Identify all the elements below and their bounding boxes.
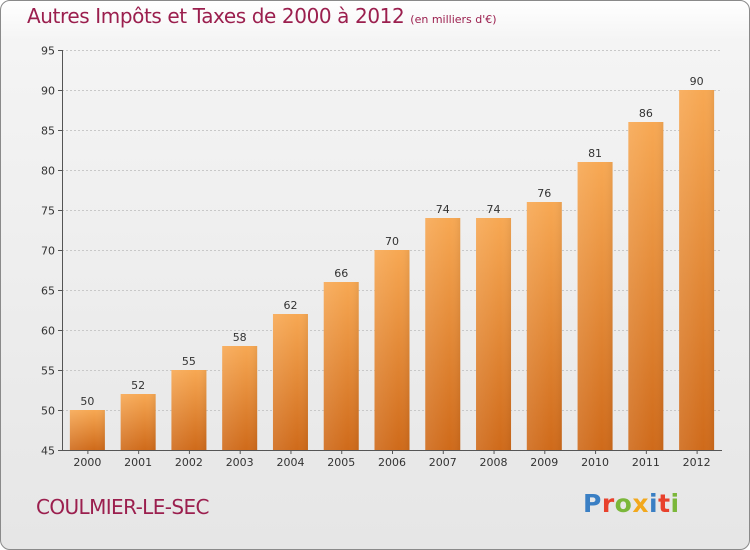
x-tick-label: 2003: [226, 456, 254, 469]
y-tick-label: 75: [41, 205, 55, 218]
bar-value-label: 55: [182, 355, 196, 368]
bar-shade: [476, 218, 512, 450]
x-tick-label: 2007: [429, 456, 457, 469]
x-tick-label: 2006: [378, 456, 406, 469]
bar-shade: [374, 250, 410, 450]
bar-value-label: 62: [283, 299, 297, 312]
bar-shade: [171, 370, 207, 450]
logo-letter: i: [649, 489, 659, 518]
proxiti-logo[interactable]: Proxiti: [583, 489, 680, 518]
bar-shade: [69, 410, 105, 450]
location-name: COULMIER-LE-SEC: [36, 495, 209, 519]
bar-value-label: 74: [487, 203, 501, 216]
y-tick-label: 90: [41, 85, 55, 98]
x-tick-label: 2002: [175, 456, 203, 469]
logo-letter: i: [670, 489, 680, 518]
bar-shade: [222, 346, 258, 450]
bar-value-label: 76: [537, 187, 551, 200]
x-tick-label: 2009: [530, 456, 558, 469]
chart-title: Autres Impôts et Taxes de 2000 à 2012 (en…: [27, 4, 497, 28]
x-tick-label: 2001: [124, 456, 152, 469]
logo-letter: r: [601, 489, 615, 518]
bar-value-label: 70: [385, 235, 399, 248]
logo-letter: x: [632, 489, 649, 518]
bar-value-label: 74: [436, 203, 450, 216]
bar-value-label: 58: [233, 331, 247, 344]
x-tick-label: 2012: [683, 456, 711, 469]
y-tick-label: 80: [41, 165, 55, 178]
y-tick-label: 50: [41, 405, 55, 418]
bar-shade: [577, 162, 613, 450]
x-tick-label: 2004: [276, 456, 304, 469]
bar-value-label: 86: [639, 107, 653, 120]
bar-shade: [526, 202, 562, 450]
bar-shade: [425, 218, 461, 450]
y-tick-label: 65: [41, 285, 55, 298]
x-tick-labels: 2000 2001 2002 2003 2004 2005 2006 2007 2008 2009…: [73, 450, 711, 469]
x-tick-label: 2000: [73, 456, 101, 469]
chart-subtitle: (en milliers d'€): [410, 13, 497, 26]
x-tick-label: 2011: [632, 456, 660, 469]
logo-letter: o: [614, 489, 633, 518]
bar-value-label: 81: [588, 147, 602, 160]
value-labels: 50 52 55 58 62 66 70 74 74 76 81 86 90: [80, 75, 703, 408]
logo-letter: t: [658, 489, 671, 518]
bar-value-label: 90: [690, 75, 704, 88]
bars: [69, 90, 715, 450]
bar-shade: [628, 122, 664, 450]
bar-shade: [679, 90, 715, 450]
y-tick-label: 85: [41, 125, 55, 138]
y-tick-label: 60: [41, 325, 55, 338]
x-tick-label: 2010: [581, 456, 609, 469]
y-tick-label: 55: [41, 365, 55, 378]
y-tick-label: 70: [41, 245, 55, 258]
y-tick-label: 45: [41, 445, 55, 458]
x-tick-label: 2008: [480, 456, 508, 469]
y-tick-labels: 45 50 55 60 65 70 75 80 85 90 95: [41, 45, 62, 458]
bar-value-label: 50: [80, 395, 94, 408]
x-tick-label: 2005: [327, 456, 355, 469]
y-tick-label: 95: [41, 45, 55, 58]
bar-shade: [272, 314, 308, 450]
bar-shade: [323, 282, 359, 450]
bar-value-label: 66: [334, 267, 348, 280]
bar-shade: [120, 394, 156, 450]
chart-title-text: Autres Impôts et Taxes de 2000 à 2012: [27, 4, 405, 28]
logo-letter: P: [583, 489, 602, 518]
bar-value-label: 52: [131, 379, 145, 392]
